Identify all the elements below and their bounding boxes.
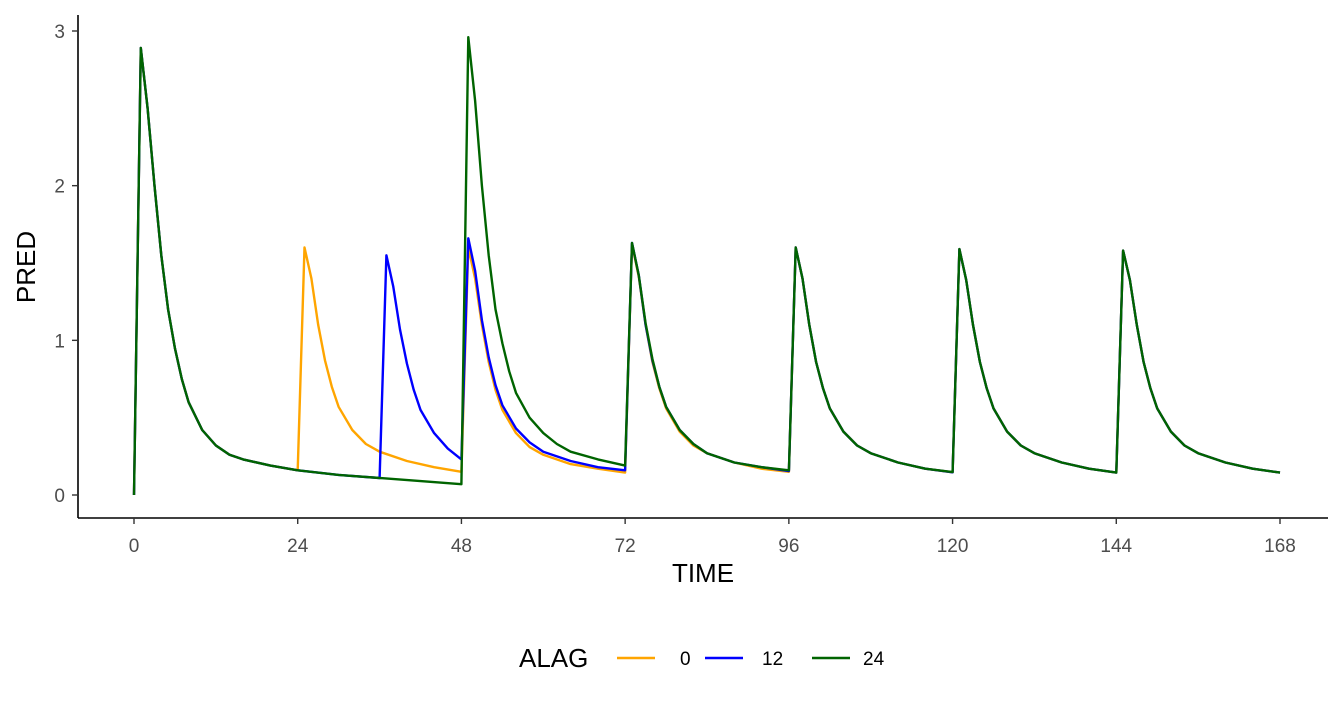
series-layer — [132, 36, 1281, 496]
x-tick-label: 96 — [778, 536, 799, 557]
x-tick-label: 0 — [129, 536, 140, 557]
series-line-0 — [132, 46, 1281, 496]
series-line-12 — [132, 46, 1281, 496]
y-tick-label: 2 — [54, 177, 65, 198]
legend: ALAG 0 12 24 — [519, 643, 885, 673]
y-tick-label: 1 — [54, 331, 65, 352]
x-tick-label: 24 — [287, 536, 309, 557]
x-ticks: 0 24 48 72 96 120 144 168 — [129, 518, 1296, 557]
x-tick-label: 120 — [937, 536, 969, 557]
x-tick-label: 48 — [451, 536, 472, 557]
x-tick-label: 144 — [1100, 536, 1132, 557]
y-axis-title: PRED — [11, 231, 41, 303]
legend-label-24: 24 — [863, 649, 885, 670]
legend-title: ALAG — [519, 643, 588, 673]
legend-label-0: 0 — [680, 649, 691, 670]
x-tick-label: 168 — [1264, 536, 1296, 557]
x-tick-label: 72 — [615, 536, 636, 557]
series-line-24 — [132, 36, 1281, 496]
legend-label-12: 12 — [762, 649, 783, 670]
y-ticks: 0 1 2 3 — [54, 22, 78, 507]
y-tick-label: 3 — [54, 22, 65, 43]
x-axis-title: TIME — [672, 558, 734, 588]
y-tick-label: 0 — [54, 486, 65, 507]
